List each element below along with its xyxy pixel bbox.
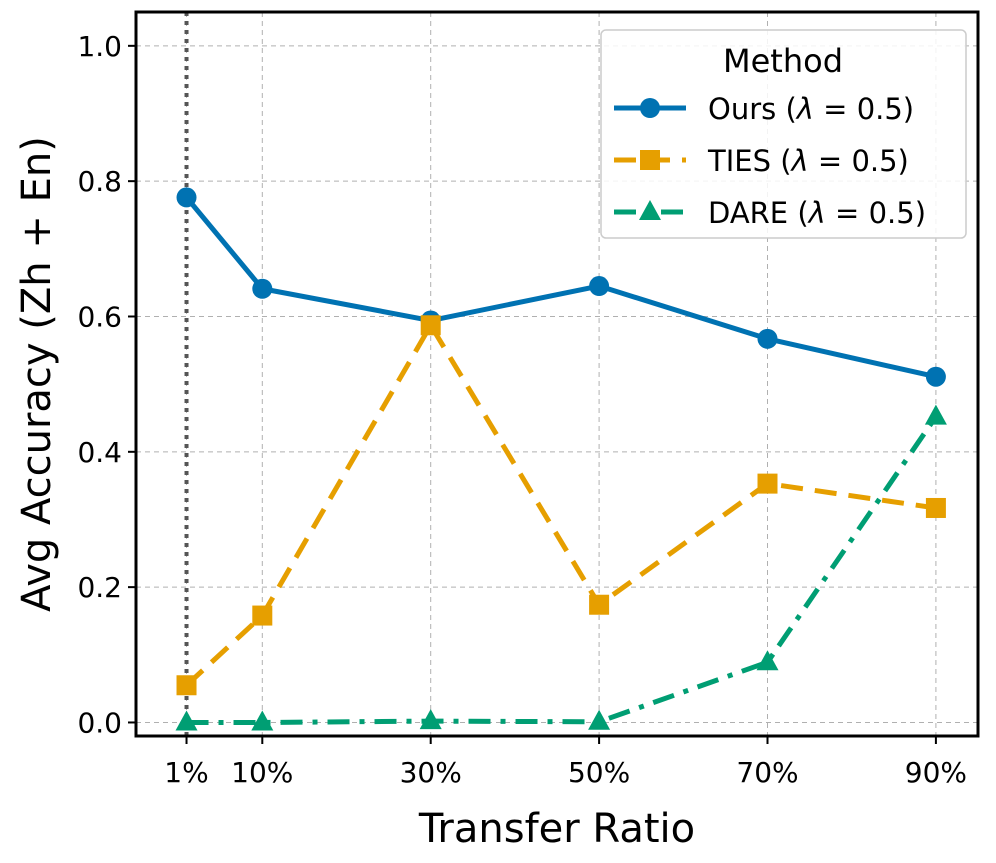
data-point-triangle [924, 404, 947, 425]
data-point-square [640, 150, 660, 170]
data-point-triangle [251, 710, 274, 731]
x-tick-label: 50% [568, 756, 630, 789]
data-point-circle [757, 328, 778, 349]
data-point-circle [925, 366, 946, 387]
data-point-circle [589, 276, 610, 297]
y-tick-label: 0.2 [77, 571, 122, 604]
legend-label: DARE (λ = 0.5) [708, 196, 926, 230]
y-tick-label: 0.0 [77, 706, 122, 739]
data-point-circle [176, 187, 197, 208]
ticks: 1% 10% 30% 50% 70% 90% 0.0 0.2 0.4 0.6 0.8 1.0 [77, 30, 967, 789]
data-point-circle [640, 98, 660, 118]
legend: Method Ours (λ = 0.5) TIES (λ = 0.5) DARE … [600, 29, 967, 239]
y-tick-label: 1.0 [77, 30, 122, 63]
legend-title: Method [723, 42, 843, 80]
x-tick-label: 70% [736, 756, 798, 789]
y-tick-label: 0.6 [77, 300, 122, 333]
x-tick-label: 10% [231, 756, 293, 789]
data-point-triangle [639, 200, 661, 220]
series-line [184, 322, 937, 688]
legend-label: Ours (λ = 0.5) [708, 92, 914, 126]
data-point-triangle [588, 709, 611, 730]
data-point-circle [252, 278, 273, 299]
y-tick-label: 0.8 [77, 165, 122, 198]
x-tick-label: 30% [400, 756, 462, 789]
legend-box [600, 29, 967, 239]
x-tick-label: 1% [164, 756, 208, 789]
series-line [184, 195, 937, 380]
x-tick-label: 90% [905, 756, 967, 789]
data-point-square [252, 605, 273, 626]
legend-label: TIES (λ = 0.5) [707, 144, 909, 178]
y-axis-label: Avg Accuracy (Zh + En) [14, 136, 60, 612]
series-layer [175, 187, 947, 731]
series-line [186, 415, 938, 725]
plot-frame [134, 10, 980, 738]
data-point-square [757, 473, 778, 494]
data-point-triangle [419, 709, 442, 730]
series-dare [175, 404, 947, 731]
data-point-square [589, 594, 610, 615]
data-point-triangle [756, 650, 779, 671]
data-point-triangle [175, 710, 198, 731]
data-point-square [420, 315, 441, 336]
data-point-square [176, 675, 197, 696]
series-ties [176, 315, 946, 696]
data-point-square [925, 497, 946, 518]
y-tick-label: 0.4 [77, 436, 122, 469]
x-axis-label: Transfer Ratio [418, 806, 695, 852]
